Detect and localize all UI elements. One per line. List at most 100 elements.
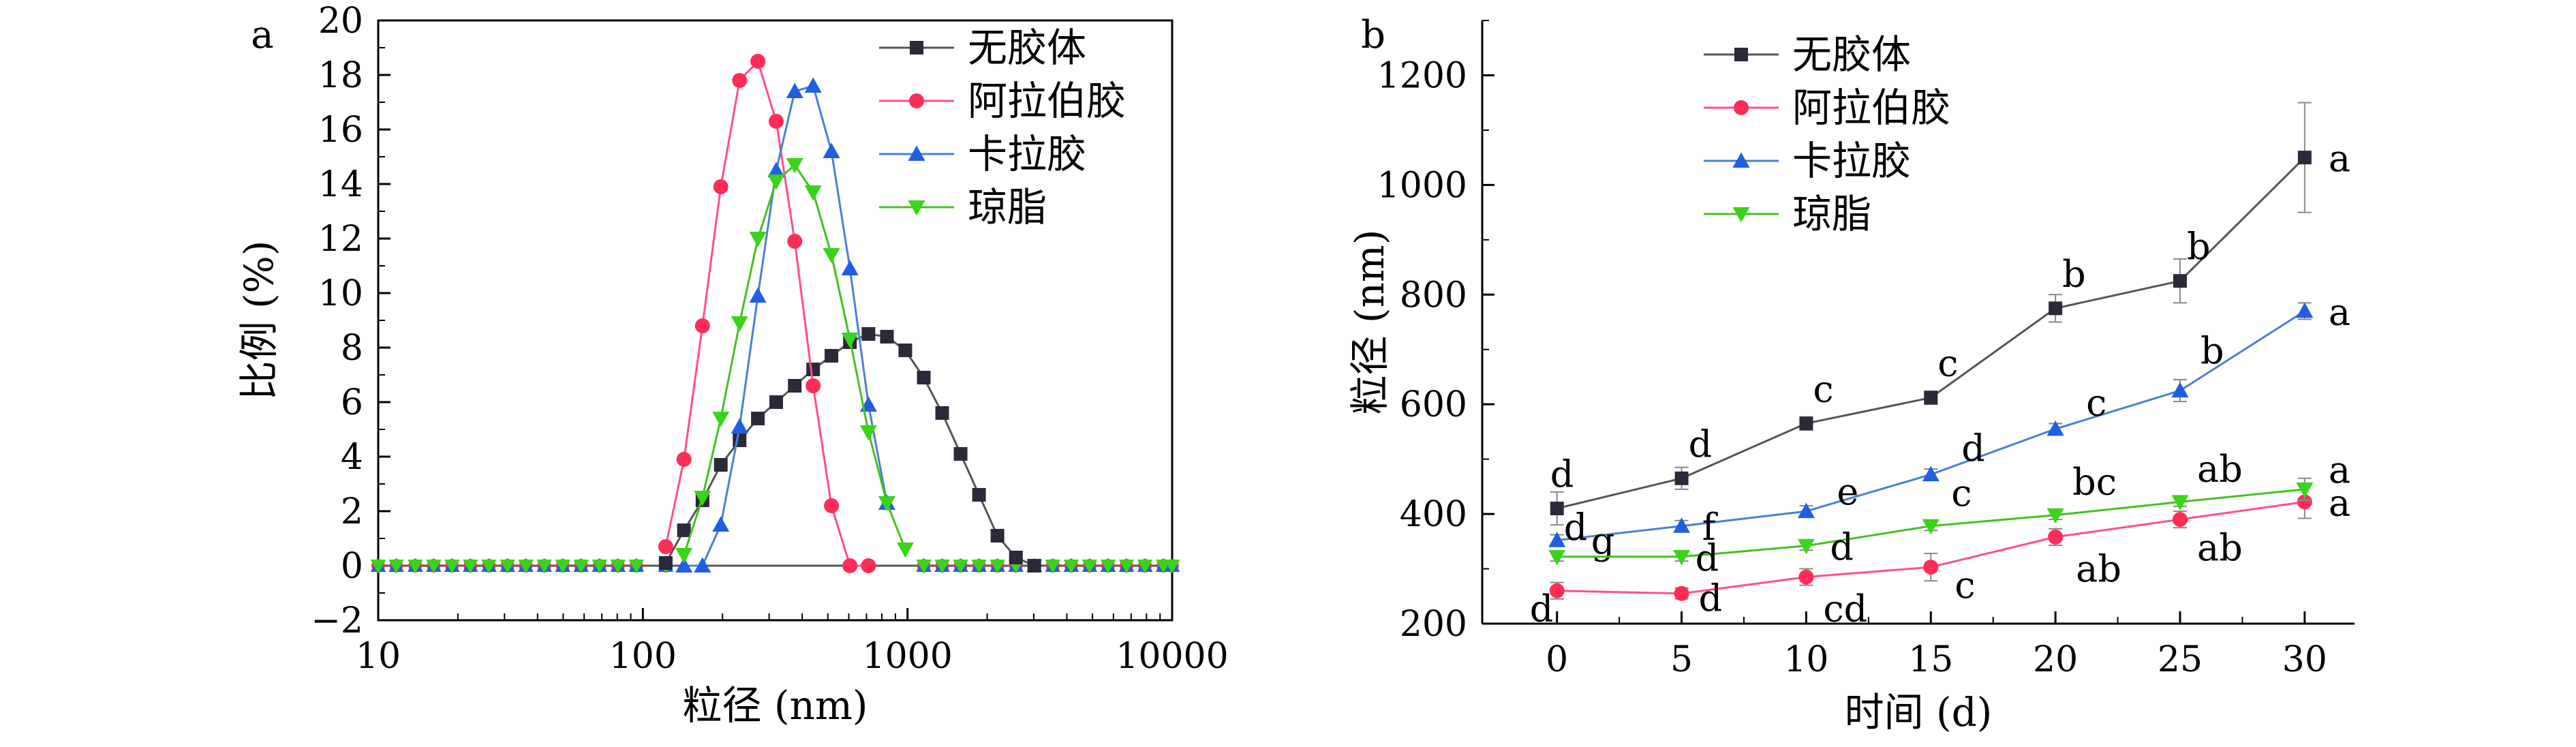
baseline-point (1100, 560, 1116, 574)
significance-letter: ab (2197, 526, 2243, 569)
legend-label-b: 无胶体 (1792, 31, 1911, 78)
panel-b: 200 400 600 800 1000 1200 0 5 10 15 20 25 30 时间 (d) 粒径… (1347, 13, 2355, 735)
x-tick-label-a: 10 (356, 636, 401, 677)
legend-marker-b (1734, 48, 1748, 61)
significance-letter: g (1591, 520, 1615, 563)
x-tick-label-b: 30 (2282, 639, 2327, 680)
data-point-a-3 (896, 543, 914, 558)
data-point-a-1 (658, 539, 673, 554)
legend-marker-a (909, 93, 924, 108)
data-point-a-1 (824, 498, 840, 513)
data-point-b-2 (1797, 502, 1815, 519)
data-point-a-0 (788, 379, 802, 393)
significance-letter: d (1699, 577, 1723, 620)
x-axis-label-b: 时间 (d) (1845, 689, 1993, 735)
series-line-a-2 (684, 85, 888, 567)
y-tick-label-a: 14 (318, 164, 363, 205)
legend-marker-b (1734, 100, 1749, 115)
data-point-b-1 (1549, 583, 1565, 598)
baseline-point (628, 560, 645, 574)
data-point-b-3 (1673, 549, 1691, 566)
data-point-b-3 (1922, 519, 1939, 535)
data-point-a-0 (1027, 559, 1041, 573)
y-tick-label-a: 18 (318, 55, 363, 96)
y-tick-label-a: 6 (341, 382, 363, 423)
data-point-a-0 (972, 488, 986, 502)
data-point-a-3 (694, 491, 711, 506)
data-point-b-2 (1922, 466, 1939, 482)
baseline-point (1164, 560, 1180, 574)
data-point-a-2 (767, 162, 785, 177)
legend-marker-a (910, 41, 923, 55)
data-point-a-2 (749, 287, 767, 303)
significance-letter: c (1937, 342, 1958, 385)
data-point-a-1 (732, 73, 748, 88)
x-tick-label-a: 100 (609, 636, 677, 677)
x-tick-label-a: 1000 (862, 636, 952, 677)
baseline-point (934, 560, 950, 574)
y-axis-label-b: 粒径 (nm) (1347, 229, 1393, 414)
baseline-point (1137, 560, 1153, 574)
baseline-point (916, 560, 932, 574)
baseline-point (1063, 560, 1079, 574)
x-tick-label-a: 10000 (1116, 636, 1228, 677)
y-tick-label-b: 400 (1400, 494, 1467, 535)
significance-letter: bc (2072, 461, 2117, 504)
significance-letter: d (1696, 536, 1719, 579)
legend-marker-b (1732, 207, 1750, 223)
data-point-a-0 (953, 447, 968, 461)
data-point-a-1 (694, 318, 710, 333)
y-tick-label-a: 2 (341, 491, 363, 532)
data-point-a-3 (767, 174, 785, 190)
data-point-a-1 (750, 54, 766, 69)
significance-letter: a (2329, 137, 2350, 180)
data-point-a-3 (859, 425, 877, 441)
data-point-b-1 (2173, 512, 2188, 528)
data-point-a-1 (861, 558, 876, 573)
data-point-a-3 (786, 158, 803, 174)
significance-letter: b (2062, 252, 2086, 295)
significance-letter: d (1961, 427, 1985, 470)
baseline-point (444, 560, 460, 574)
series-line-b-0 (1557, 157, 2305, 510)
panel-label-b: b (1361, 13, 1385, 57)
baseline-point (481, 560, 497, 574)
y-axis-label-a: 比例 (%) (236, 241, 282, 401)
significance-letter: f (1702, 506, 1719, 549)
series-line-a-3 (683, 163, 906, 555)
panel-a: −2 0 2 4 6 8 10 12 14 16 18 20 10 100 1000 10000 粒径 (nm)… (236, 1, 1229, 729)
data-point-a-1 (787, 234, 803, 249)
data-point-a-2 (731, 418, 748, 433)
data-point-a-2 (712, 516, 730, 532)
y-tick-label-a: 16 (318, 110, 363, 151)
baseline-point (592, 560, 608, 574)
x-tick-label-b: 5 (1670, 639, 1693, 680)
baseline-point (1082, 560, 1098, 574)
data-point-b-0 (1674, 471, 1689, 485)
baseline-point (573, 560, 589, 574)
legend-label-b: 卡拉胶 (1792, 138, 1911, 184)
data-point-b-2 (1548, 532, 1566, 547)
significance-letter: c (1951, 472, 1972, 515)
significance-letter: c (1954, 564, 1975, 607)
data-point-a-3 (749, 232, 767, 247)
data-point-b-3 (1797, 538, 1815, 555)
data-point-b-2 (2296, 302, 2314, 318)
significance-letter: d (1550, 453, 1574, 496)
x-tick-label-b: 20 (2033, 639, 2078, 680)
data-point-a-0 (861, 327, 876, 341)
data-point-a-0 (769, 395, 783, 409)
series-line-a-1 (664, 59, 869, 567)
data-point-b-0 (2049, 301, 2063, 316)
baseline-point (408, 560, 423, 574)
data-point-a-0 (714, 458, 728, 472)
data-point-a-2 (694, 557, 711, 573)
significance-letter: b (2187, 225, 2211, 268)
y-tick-label-a: 12 (318, 219, 363, 260)
y-tick-label-a: 8 (341, 328, 363, 369)
significance-letter: d (1530, 588, 1554, 630)
data-point-b-1 (1923, 560, 1939, 575)
data-point-a-2 (786, 82, 803, 98)
baseline-point (610, 560, 626, 574)
